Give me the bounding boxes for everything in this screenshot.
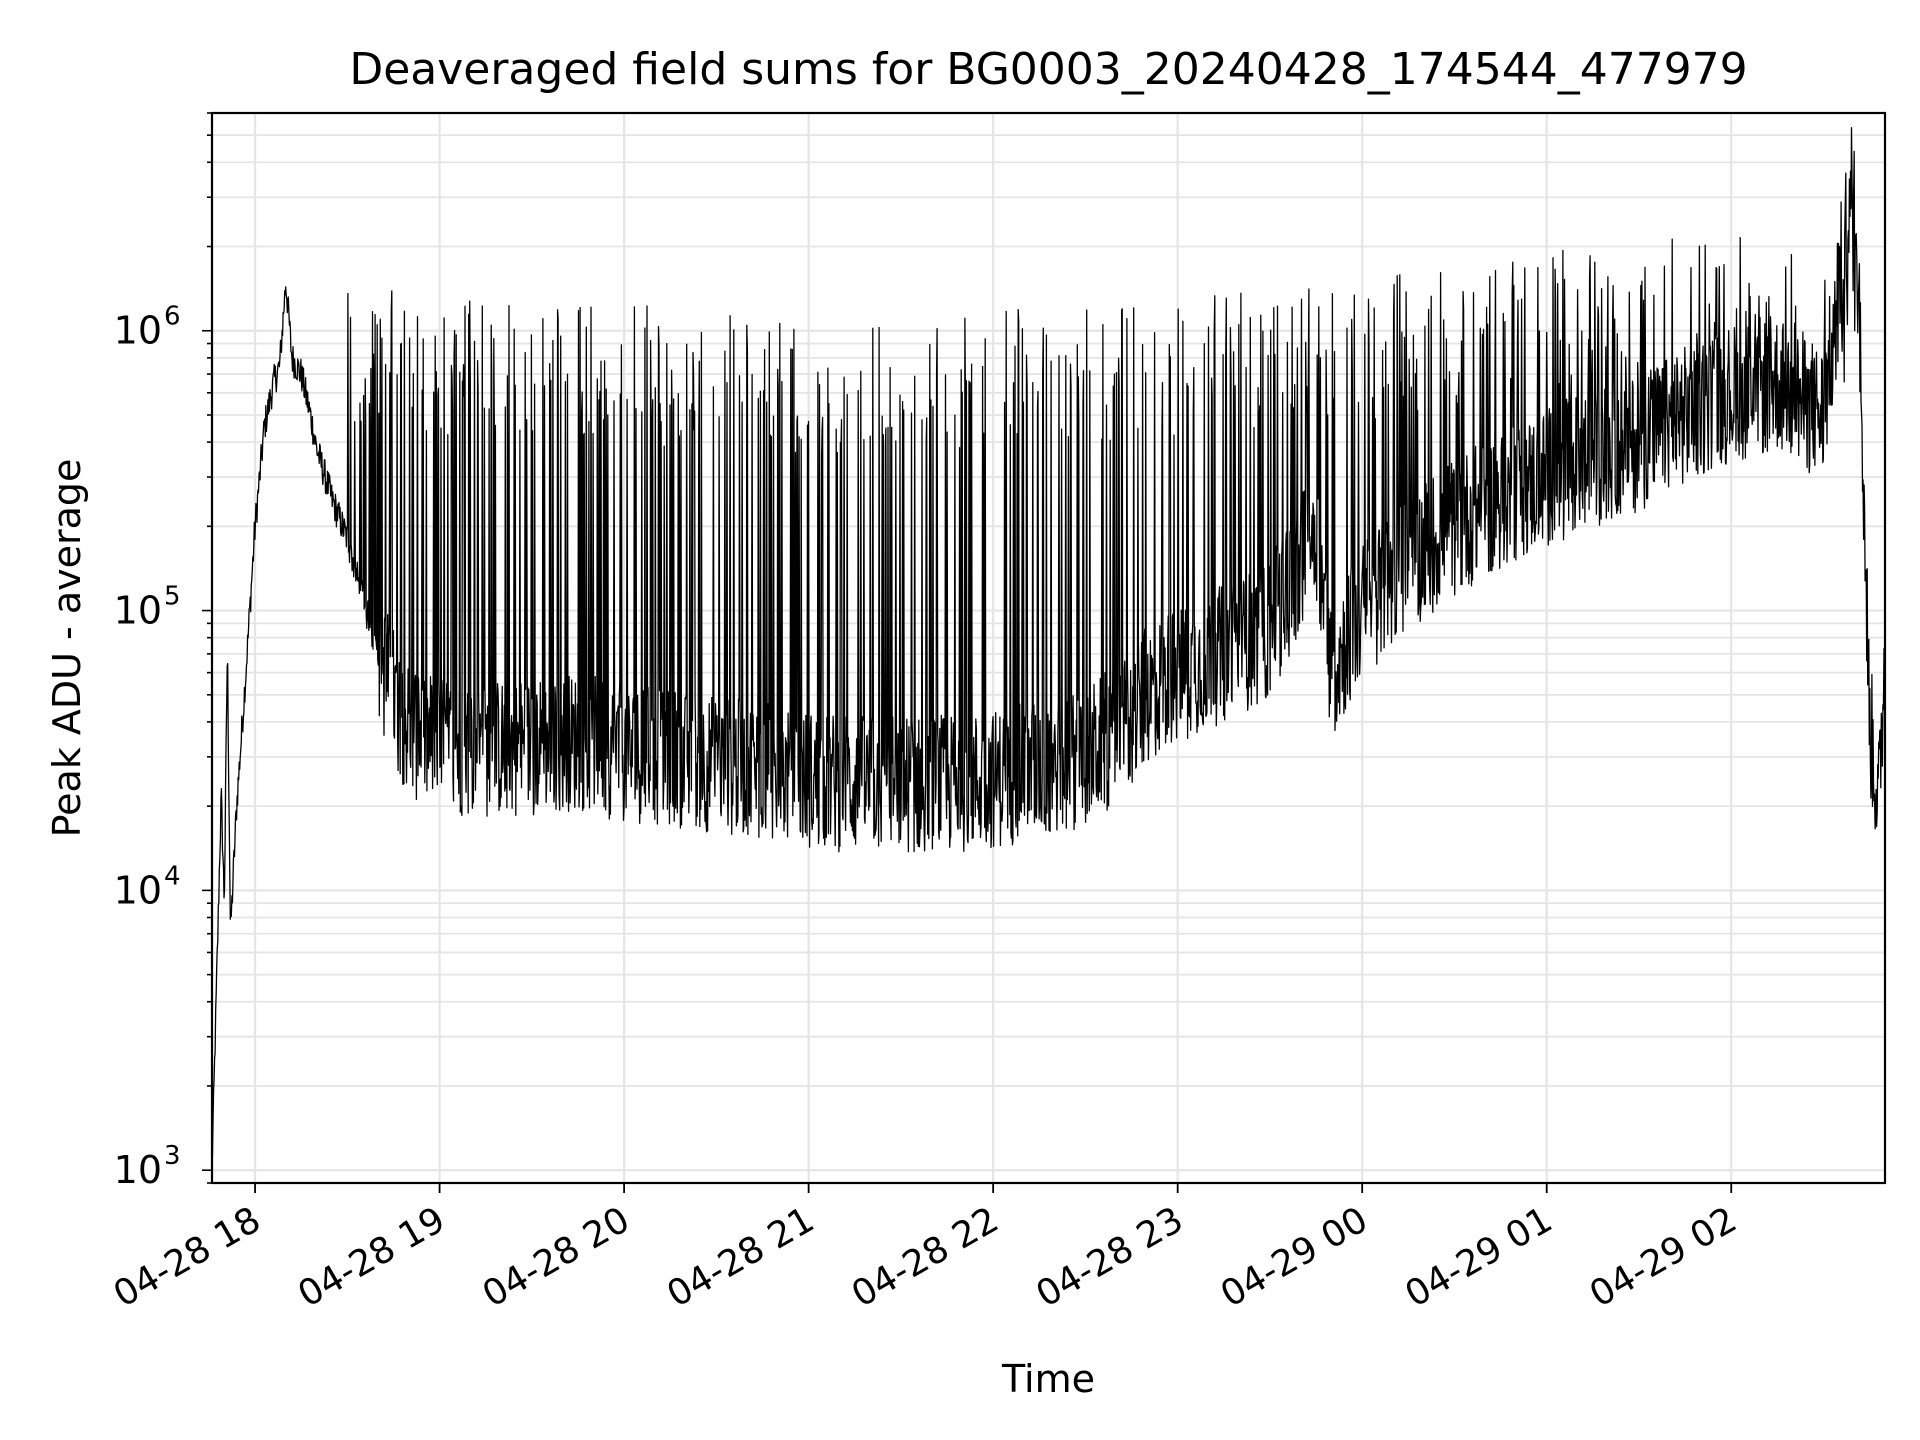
y-tick-exponent: 3	[164, 1141, 181, 1171]
y-tick-exponent: 4	[164, 861, 181, 891]
series-layer	[211, 127, 1886, 1166]
y-tick-label: 10	[114, 589, 162, 633]
series-line	[211, 127, 1886, 1166]
grid	[212, 112, 1885, 1184]
plot-frame	[210, 111, 1887, 1185]
y-tick-label: 10	[114, 868, 162, 912]
chart-title: Deaveraged field sums for BG0003_2024042…	[349, 44, 1747, 95]
y-axis-label: Peak ADU - average	[45, 459, 89, 838]
tick-marks	[202, 112, 1733, 1193]
y-tick-exponent: 6	[164, 302, 181, 332]
y-tick-label: 10	[114, 309, 162, 353]
x-axis-label: Time	[1001, 1357, 1095, 1401]
y-tick-label: 10	[114, 1148, 162, 1192]
y-tick-exponent: 5	[164, 582, 181, 612]
